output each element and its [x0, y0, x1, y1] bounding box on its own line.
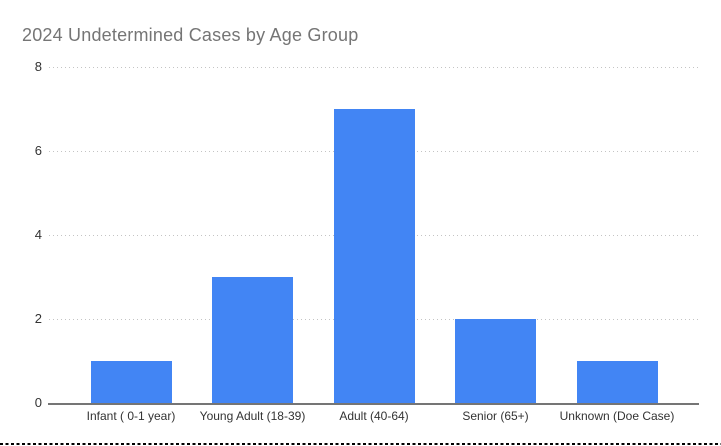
y-tick-label-8: 8: [34, 59, 42, 74]
x-tick-label-5: Unknown (Doe Case): [559, 409, 675, 423]
selection-dashed-border: [0, 443, 721, 445]
x-tick-label-3: Adult (40-64): [339, 409, 409, 423]
bar-1[interactable]: [90, 361, 172, 403]
x-tick-label-1: Infant ( 0-1 year): [86, 409, 176, 423]
x-tick-label-2: Young Adult (18-39): [199, 409, 306, 423]
bar-2[interactable]: [212, 277, 293, 403]
bar-3[interactable]: [333, 109, 415, 403]
y-tick-label-0: 0: [34, 395, 42, 410]
y-tick-label-6: 6: [34, 143, 42, 158]
x-tick-label-4: Senior (65+): [462, 409, 529, 423]
x-axis-line: [48, 403, 699, 405]
bar-5[interactable]: [576, 361, 658, 403]
bar-4[interactable]: [455, 319, 536, 403]
y-tick-label-4: 4: [34, 227, 42, 242]
y-tick-label-2: 2: [34, 311, 42, 326]
chart-title: 2024 Undetermined Cases by Age Group: [22, 25, 359, 45]
gridline-y8: [49, 67, 699, 68]
